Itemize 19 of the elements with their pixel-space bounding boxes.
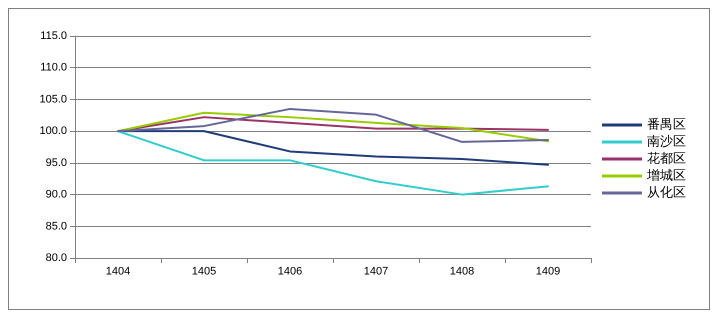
- y-tick-label: 90.0: [46, 188, 67, 201]
- x-tick-label: 1409: [536, 266, 560, 278]
- legend-label: 花都区: [647, 152, 686, 166]
- y-tick-label: 115.0: [40, 30, 67, 42]
- y-tick-label: 110.0: [40, 62, 67, 74]
- legend-label: 南沙区: [647, 134, 686, 150]
- x-tick-label: 1407: [364, 266, 388, 278]
- x-tick-label: 1408: [450, 266, 474, 278]
- y-tick-label: 85.0: [46, 220, 67, 232]
- legend-label: 番禺区: [647, 118, 686, 132]
- x-tick-label: 1406: [278, 266, 302, 278]
- x-tick-label: 1405: [192, 266, 216, 278]
- y-tick-label: 105.0: [39, 93, 67, 106]
- y-tick-label: 95.0: [46, 156, 67, 169]
- legend-label: 增城区: [646, 168, 686, 184]
- x-tick-label: 1404: [106, 266, 130, 278]
- legend-label: 从化区: [647, 186, 686, 200]
- y-tick-label: 80.0: [46, 252, 67, 264]
- y-tick-label: 100.0: [39, 125, 67, 138]
